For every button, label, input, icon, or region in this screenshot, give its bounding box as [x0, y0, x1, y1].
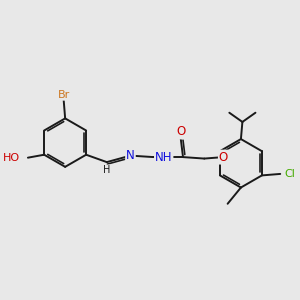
- Text: H: H: [103, 165, 110, 176]
- Text: Br: Br: [58, 90, 70, 100]
- Text: HO: HO: [2, 153, 20, 163]
- Text: Cl: Cl: [284, 169, 296, 179]
- Text: N: N: [126, 149, 135, 162]
- Text: NH: NH: [155, 151, 172, 164]
- Text: O: O: [219, 151, 228, 164]
- Text: O: O: [176, 125, 185, 139]
